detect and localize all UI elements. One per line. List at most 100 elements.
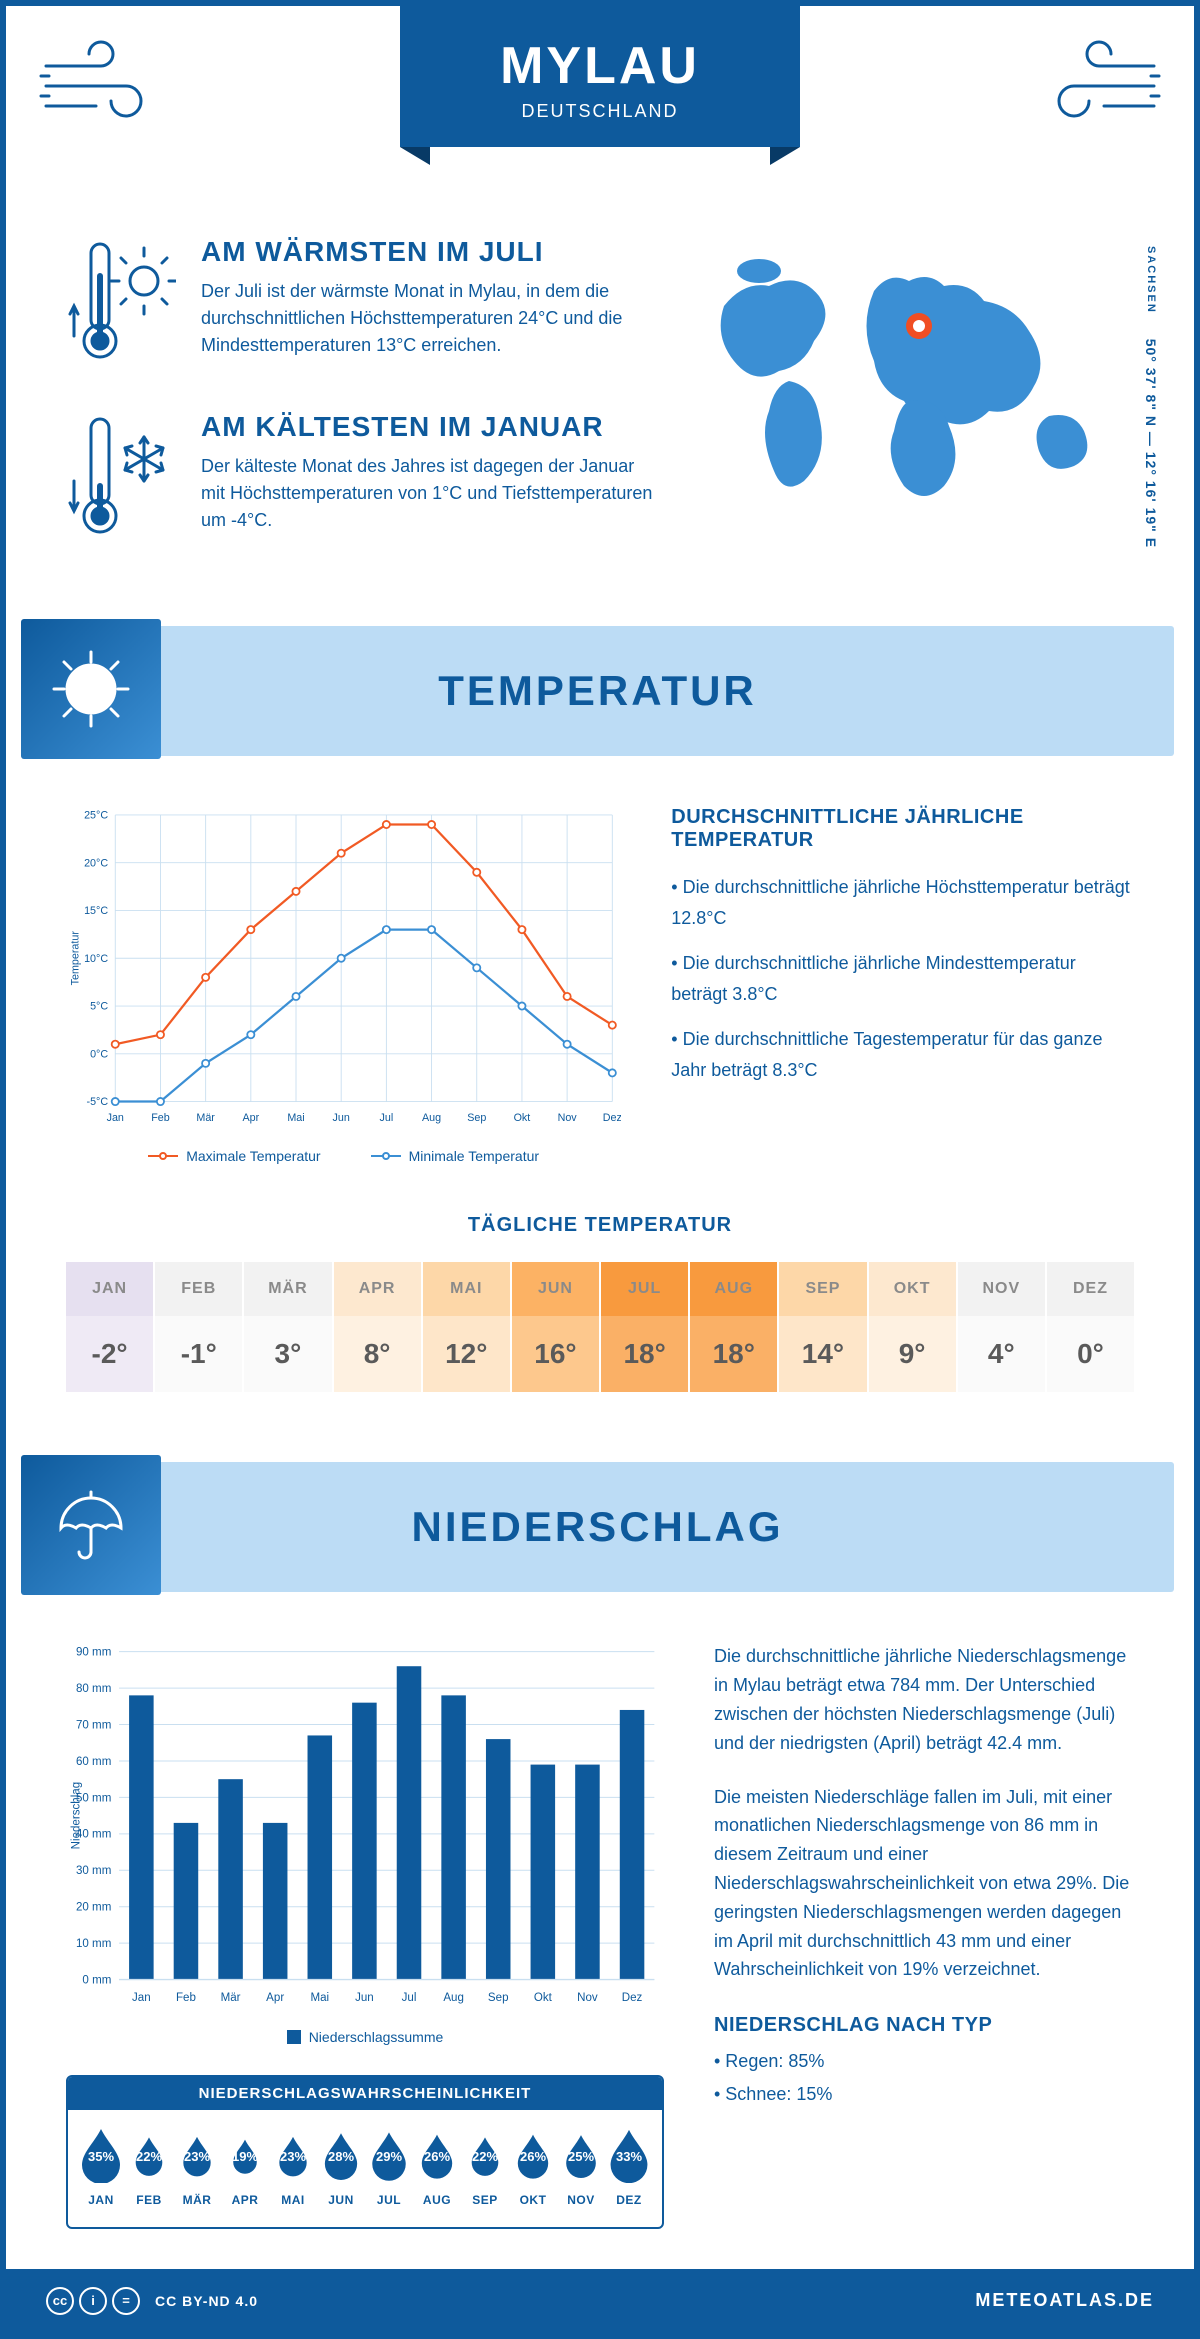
footer-left: cci= CC BY-ND 4.0	[46, 2287, 258, 2315]
svg-text:Aug: Aug	[443, 1992, 464, 2004]
warmest-text: Der Juli ist der wärmste Monat in Mylau,…	[201, 278, 654, 359]
svg-text:25°C: 25°C	[84, 810, 108, 822]
svg-text:60 mm: 60 mm	[76, 1756, 111, 1768]
country-subtitle: DEUTSCHLAND	[500, 101, 700, 122]
bytype-item: • Regen: 85%	[714, 2047, 1134, 2076]
header: MYLAU DEUTSCHLAND	[6, 6, 1194, 186]
prob-cell: 19%APR	[222, 2125, 268, 2207]
svg-text:Mär: Mär	[221, 1992, 241, 2004]
prob-cell: 28%JUN	[318, 2125, 364, 2207]
prob-title: NIEDERSCHLAGSWAHRSCHEINLICHKEIT	[68, 2077, 662, 2110]
svg-text:Mär: Mär	[196, 1112, 215, 1124]
svg-text:Nov: Nov	[558, 1112, 578, 1124]
region-label: SACHSEN	[1145, 246, 1157, 314]
license-label: CC BY-ND 4.0	[155, 2293, 258, 2309]
temp-section: -5°C 0°C 5°C 10°C 15°C 20°C 25°C Jan Feb Mär Apr Ma…	[6, 756, 1194, 1462]
prob-cell: 23%MAI	[270, 2125, 316, 2207]
prob-cell: 22%SEP	[462, 2125, 508, 2207]
svg-text:Okt: Okt	[514, 1112, 531, 1124]
coordinates: SACHSEN 50° 37' 8" N — 12° 16' 19" E	[1143, 246, 1159, 548]
coldest-block: AM KÄLTESTEN IM JANUAR Der kälteste Mona…	[66, 411, 654, 546]
site-label: METEOATLAS.DE	[975, 2290, 1154, 2311]
temp-summary: DURCHSCHNITTLICHE JÄHRLICHE TEMPERATUR •…	[671, 806, 1134, 1164]
temp-summary-item: • Die durchschnittliche jährliche Höchst…	[671, 872, 1134, 933]
svg-text:Mai: Mai	[310, 1992, 329, 2004]
infographic-container: MYLAU DEUTSCHLAND AM WÄRMSTEN IM JULI De…	[0, 0, 1200, 2339]
svg-text:Niederschlag: Niederschlag	[71, 1782, 83, 1849]
precip-para-1: Die durchschnittliche jährliche Niedersc…	[714, 1642, 1134, 1757]
temp-cell: JUN16°	[512, 1262, 601, 1392]
svg-text:Dez: Dez	[622, 1992, 643, 2004]
intro-row: AM WÄRMSTEN IM JULI Der Juli ist der wär…	[6, 186, 1194, 626]
temp-cell: SEP14°	[779, 1262, 868, 1392]
temp-header-title: TEMPERATUR	[161, 667, 1174, 715]
warmest-title: AM WÄRMSTEN IM JULI	[201, 236, 654, 268]
svg-text:Nov: Nov	[577, 1992, 598, 2004]
prob-cell: 23%MÄR	[174, 2125, 220, 2207]
prob-cell: 26%AUG	[414, 2125, 460, 2207]
precip-text: Die durchschnittliche jährliche Niedersc…	[714, 1642, 1134, 2229]
svg-text:Feb: Feb	[151, 1112, 170, 1124]
wind-icon-right	[994, 6, 1194, 166]
temp-cell: MAI12°	[423, 1262, 512, 1392]
svg-text:Sep: Sep	[488, 1992, 509, 2004]
svg-text:Jan: Jan	[107, 1112, 124, 1124]
precip-bytype-title: NIEDERSCHLAG NACH TYP	[714, 2014, 1134, 2037]
world-map: SACHSEN 50° 37' 8" N — 12° 16' 19" E	[694, 236, 1134, 586]
temp-legend: Maximale Temperatur Minimale Temperatur	[66, 1148, 621, 1164]
svg-text:10°C: 10°C	[84, 953, 108, 965]
title-ribbon: MYLAU DEUTSCHLAND	[400, 6, 800, 147]
warmest-block: AM WÄRMSTEN IM JULI Der Juli ist der wär…	[66, 236, 654, 371]
bytype-item: • Schnee: 15%	[714, 2080, 1134, 2109]
svg-text:-5°C: -5°C	[87, 1096, 109, 1108]
legend-max: Maximale Temperatur	[186, 1148, 320, 1164]
temp-cell: MÄR3°	[244, 1262, 333, 1392]
svg-text:Dez: Dez	[603, 1112, 622, 1124]
temp-cell: OKT9°	[869, 1262, 958, 1392]
temp-section-header: TEMPERATUR	[26, 626, 1174, 756]
svg-text:Jan: Jan	[132, 1992, 151, 2004]
precip-section: 0 mm10 mm20 mm30 mm40 mm50 mm60 mm70 mm8…	[6, 1592, 1194, 2269]
intro-left: AM WÄRMSTEN IM JULI Der Juli ist der wär…	[66, 236, 654, 586]
prob-cell: 25%NOV	[558, 2125, 604, 2207]
temp-line-chart: -5°C 0°C 5°C 10°C 15°C 20°C 25°C Jan Feb Mär Apr Ma…	[66, 806, 621, 1164]
svg-text:5°C: 5°C	[90, 1001, 108, 1013]
svg-text:Jun: Jun	[333, 1112, 350, 1124]
svg-text:10 mm: 10 mm	[76, 1938, 111, 1950]
svg-text:20 mm: 20 mm	[76, 1902, 111, 1914]
lon-label: 12° 16' 19" E	[1143, 452, 1159, 548]
svg-text:15°C: 15°C	[84, 905, 108, 917]
precip-para-2: Die meisten Niederschläge fallen im Juli…	[714, 1783, 1134, 1985]
precip-header-title: NIEDERSCHLAG	[161, 1503, 1174, 1551]
svg-text:20°C: 20°C	[84, 857, 108, 869]
temp-summary-item: • Die durchschnittliche jährliche Mindes…	[671, 948, 1134, 1009]
svg-text:Okt: Okt	[534, 1992, 553, 2004]
cc-icons: cci=	[46, 2287, 140, 2315]
svg-text:0°C: 0°C	[90, 1048, 108, 1060]
svg-text:Sep: Sep	[467, 1112, 486, 1124]
svg-text:Aug: Aug	[422, 1112, 441, 1124]
svg-text:Temperatur: Temperatur	[70, 931, 82, 986]
svg-text:Jun: Jun	[355, 1992, 374, 2004]
sun-icon	[21, 619, 161, 759]
temp-cell: NOV4°	[958, 1262, 1047, 1392]
prob-cell: 22%FEB	[126, 2125, 172, 2207]
coldest-text: Der kälteste Monat des Jahres ist dagege…	[201, 453, 654, 534]
lat-label: 50° 37' 8" N	[1143, 339, 1159, 427]
svg-text:Apr: Apr	[242, 1112, 259, 1124]
temp-summary-title: DURCHSCHNITTLICHE JÄHRLICHE TEMPERATUR	[671, 806, 1134, 852]
svg-text:Mai: Mai	[287, 1112, 304, 1124]
prob-cell: 35%JAN	[78, 2125, 124, 2207]
svg-text:Apr: Apr	[266, 1992, 284, 2004]
city-title: MYLAU	[500, 36, 700, 96]
thermometer-cold-icon	[66, 411, 176, 546]
prob-cell: 33%DEZ	[606, 2125, 652, 2207]
temp-cell: APR8°	[334, 1262, 423, 1392]
temp-cell: FEB-1°	[155, 1262, 244, 1392]
temp-cell: AUG18°	[690, 1262, 779, 1392]
daily-temp-table: JAN-2°FEB-1°MÄR3°APR8°MAI12°JUN16°JUL18°…	[66, 1262, 1134, 1392]
prob-cell: 29%JUL	[366, 2125, 412, 2207]
temp-cell: JUL18°	[601, 1262, 690, 1392]
svg-text:80 mm: 80 mm	[76, 1683, 111, 1695]
precip-probability-box: NIEDERSCHLAGSWAHRSCHEINLICHKEIT 35%JAN22…	[66, 2075, 664, 2229]
